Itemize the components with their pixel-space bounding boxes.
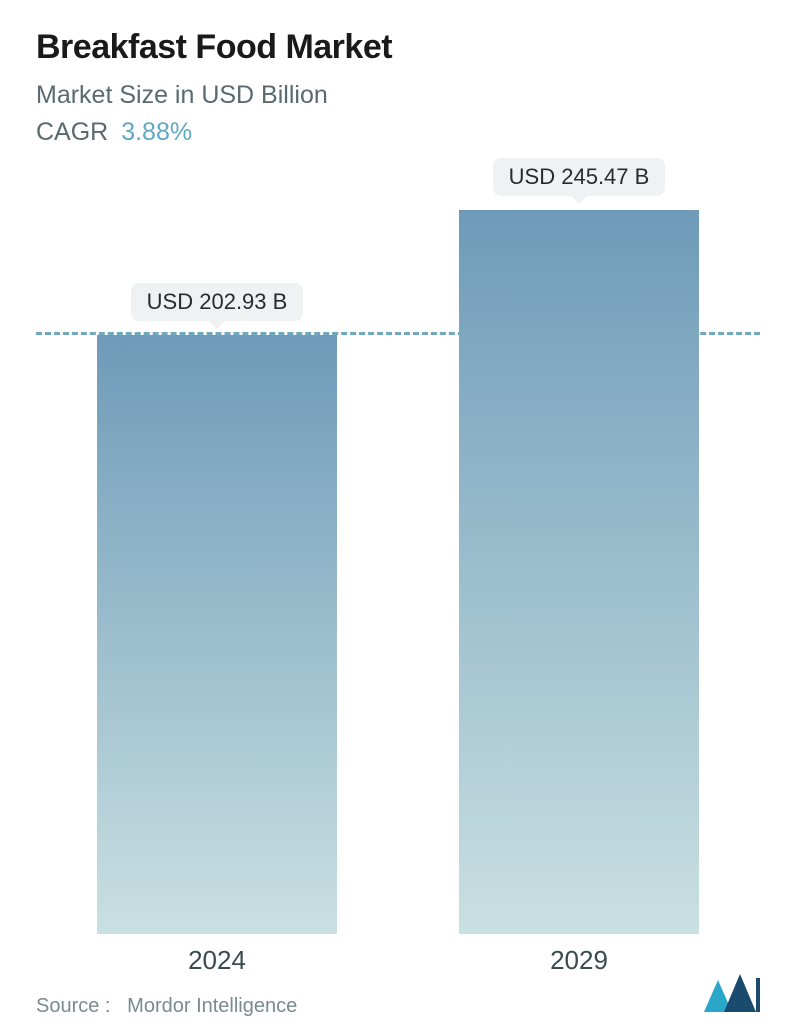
value-pill-2029: USD 245.47 B: [493, 158, 666, 196]
source-name: Mordor Intelligence: [127, 995, 297, 1017]
chart-area: USD 202.93 B USD 245.47 B: [36, 210, 760, 934]
brand-logo-icon: [704, 972, 760, 1018]
source-label: Source :: [36, 995, 110, 1017]
chart-subtitle: Market Size in USD Billion: [36, 81, 760, 110]
chart-title: Breakfast Food Market: [36, 28, 760, 67]
bar-2029: [459, 210, 699, 934]
value-pill-2024: USD 202.93 B: [131, 283, 304, 321]
cagr-value: 3.88%: [121, 118, 192, 146]
cagr-label: CAGR: [36, 118, 108, 146]
bar-2024: [97, 335, 337, 934]
bars-container: USD 202.93 B USD 245.47 B: [36, 210, 760, 934]
source-text: Source : Mordor Intelligence: [36, 995, 297, 1018]
cagr-line: CAGR 3.88%: [36, 118, 760, 147]
bar-group-2024: USD 202.93 B: [97, 210, 337, 934]
bar-group-2029: USD 245.47 B: [459, 210, 699, 934]
chart-footer: Source : Mordor Intelligence: [36, 972, 760, 1018]
